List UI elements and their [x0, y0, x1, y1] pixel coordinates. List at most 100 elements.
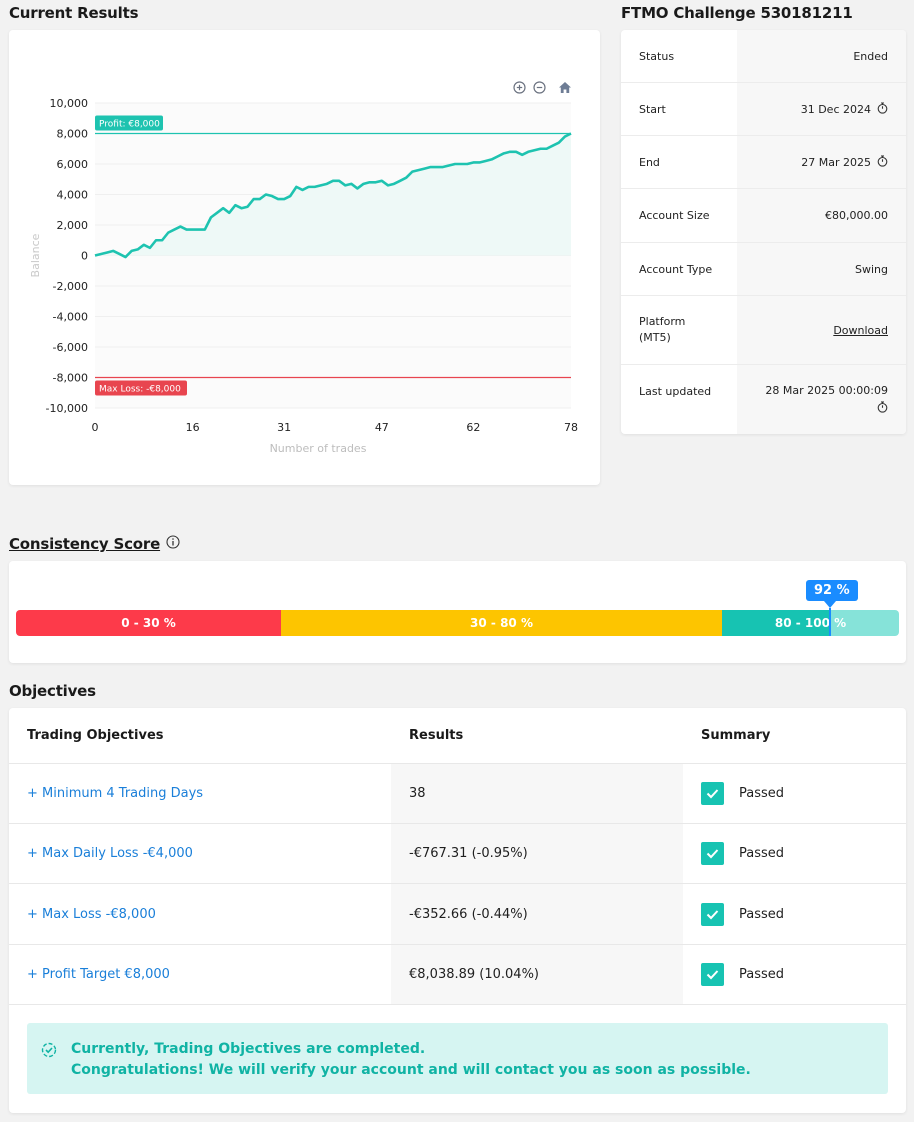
info-label: Start: [639, 102, 666, 116]
segment-high: 80 - 100 %: [722, 610, 899, 636]
series-area: [95, 133, 571, 258]
badge-check-icon: [41, 1042, 57, 1062]
result-cell: -€767.31 (-0.95%): [391, 824, 683, 883]
x-tick-label: 78: [564, 421, 578, 434]
objectives-table: Trading Objectives Results Summary + Min…: [9, 708, 906, 1113]
profit-label: Profit: €8,000: [99, 120, 160, 130]
info-label: Last updated: [639, 385, 712, 398]
score-bubble: 92 %: [806, 580, 858, 601]
column-header-results: Results: [409, 728, 464, 743]
objective-max-daily-loss[interactable]: + Max Daily Loss -€4,000: [27, 846, 193, 861]
y-tick-label: 2,000: [57, 219, 89, 232]
info-label: Account Type: [639, 262, 713, 276]
max-loss-label: Max Loss: -€8,000: [99, 385, 181, 395]
stopwatch-icon: [877, 101, 888, 117]
max-loss-label-bg: [95, 380, 187, 396]
checkbox-checked-icon: [701, 842, 724, 865]
x-tick-label: 47: [375, 421, 389, 434]
table-row: + Minimum 4 Trading Days 38 Passed: [9, 764, 906, 824]
y-tick-label: 8,000: [57, 128, 89, 141]
objective-profit-target[interactable]: + Profit Target €8,000: [27, 967, 170, 982]
download-link[interactable]: Download: [833, 323, 888, 337]
checkbox-checked-icon: [701, 782, 724, 805]
info-value: 31 Dec 2024: [737, 83, 906, 135]
status-passed: Passed: [739, 846, 785, 861]
end-date-value: 27 Mar 2025: [801, 155, 871, 169]
table-row: + Max Daily Loss -€4,000 -€767.31 (-0.95…: [9, 824, 906, 884]
consistency-score-label: Consistency Score: [9, 535, 161, 553]
info-icon[interactable]: [166, 535, 180, 553]
status-passed: Passed: [739, 786, 785, 801]
current-results-title: Current Results: [9, 4, 139, 22]
result-cell: 38: [391, 764, 683, 823]
consistency-score-title: Consistency Score: [9, 535, 180, 553]
objective-min-trading-days[interactable]: + Minimum 4 Trading Days: [27, 786, 204, 801]
y-tick-label: 0: [81, 250, 88, 263]
chart-toolbar: [512, 80, 572, 94]
table-row: + Max Loss -€8,000 -€352.66 (-0.44%) Pas…: [9, 884, 906, 945]
profit-label-bg: [95, 115, 163, 131]
zoom-in-icon[interactable]: [512, 80, 526, 94]
x-tick-label: 0: [92, 421, 99, 434]
challenge-info-card: Status Ended Start 31 Dec 2024 End 27 Ma…: [621, 30, 906, 434]
result-cell: €8,038.89 (10.04%): [391, 945, 683, 1004]
info-value: Ended: [737, 30, 906, 82]
objective-max-loss[interactable]: + Max Loss -€8,000: [27, 906, 156, 922]
stopwatch-icon: [877, 400, 888, 416]
zoom-out-icon[interactable]: [532, 80, 546, 94]
x-tick-label: 16: [186, 421, 200, 434]
balance-chart: 10,000 8,000 6,000 4,000 2,000 0 -2,000 -4,000 -…: [29, 97, 578, 455]
info-row-last-updated: Last updated 28 Mar 2025 00:00:09: [621, 365, 906, 434]
score-marker: [829, 608, 831, 636]
consistency-score-card: 0 - 30 % 30 - 80 % 80 - 100 % 92 %: [9, 561, 906, 663]
info-value: 28 Mar 2025 00:00:09: [737, 365, 906, 434]
segment-low: 0 - 30 %: [16, 610, 281, 636]
info-row-start: Start 31 Dec 2024: [621, 83, 906, 136]
info-value: 27 Mar 2025: [737, 136, 906, 188]
table-header-row: Trading Objectives Results Summary: [9, 708, 906, 764]
column-header-summary: Summary: [701, 728, 771, 743]
checkbox-checked-icon: [701, 902, 724, 926]
consistency-bar: 0 - 30 % 30 - 80 % 80 - 100 %: [16, 610, 899, 636]
segment-mid: 30 - 80 %: [281, 610, 722, 636]
status-passed: Passed: [739, 967, 785, 982]
y-tick-label: -2,000: [53, 280, 88, 293]
y-tick-label: -10,000: [46, 402, 88, 415]
objectives-title: Objectives: [9, 682, 96, 700]
info-label: Platform (MT5): [639, 315, 686, 344]
score-bubble-arrow: [824, 601, 836, 608]
info-row-status: Status Ended: [621, 30, 906, 83]
info-row-end: End 27 Mar 2025: [621, 136, 906, 189]
y-tick-label: -4,000: [53, 311, 88, 324]
account-size-value: €80,000.00: [825, 209, 888, 222]
balance-chart-card: 10,000 8,000 6,000 4,000 2,000 0 -2,000 -4,000 -…: [9, 30, 600, 485]
start-date-value: 31 Dec 2024: [800, 102, 871, 116]
info-label: End: [639, 155, 660, 169]
status-value: Ended: [853, 49, 888, 63]
info-row-account-type: Account Type Swing: [621, 243, 906, 296]
stopwatch-icon: [877, 154, 888, 170]
x-tick-label: 62: [466, 421, 480, 434]
balance-series-line: [94, 132, 572, 259]
info-value: €80,000.00: [737, 189, 906, 242]
y-tick-label: 10,000: [50, 97, 89, 110]
info-row-account-size: Account Size €80,000.00: [621, 189, 906, 243]
y-tick-label: 6,000: [57, 158, 89, 171]
notice-line-1: Currently, Trading Objectives are comple…: [71, 1041, 426, 1057]
info-value: Download: [737, 296, 906, 364]
info-row-platform: Platform (MT5) Download: [621, 296, 906, 365]
completion-notice: Currently, Trading Objectives are comple…: [27, 1023, 888, 1094]
notice-line-2: Congratulations! We will verify your acc…: [71, 1062, 751, 1078]
table-row: + Profit Target €8,000 €8,038.89 (10.04%…: [9, 945, 906, 1005]
y-axis-title: Balance: [29, 233, 42, 277]
info-value: Swing: [737, 243, 906, 295]
status-passed: Passed: [739, 906, 785, 922]
account-type-value: Swing: [855, 262, 888, 276]
info-label: Status: [639, 49, 675, 63]
x-axis-title: Number of trades: [270, 442, 367, 455]
home-reset-icon[interactable]: [558, 80, 572, 94]
challenge-title: FTMO Challenge 530181211: [621, 4, 853, 22]
result-cell: -€352.66 (-0.44%): [391, 884, 683, 944]
y-tick-label: -6,000: [53, 341, 88, 354]
x-tick-label: 31: [277, 421, 291, 434]
